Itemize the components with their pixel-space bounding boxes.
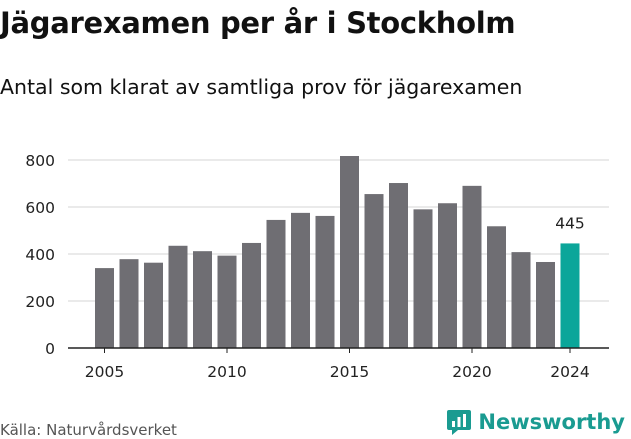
bar	[438, 203, 457, 348]
bar	[340, 156, 359, 348]
bar	[536, 261, 555, 348]
data-label: 445	[555, 214, 585, 232]
y-tick-label: 200	[25, 293, 55, 311]
y-tick-label: 600	[25, 199, 55, 217]
newsworthy-brand: Newsworthy	[446, 408, 625, 436]
x-tick-label: 2020	[452, 363, 491, 381]
bar	[462, 185, 482, 348]
brand-name: Newsworthy	[478, 410, 625, 434]
bar	[193, 251, 212, 348]
x-tick-label: 2015	[330, 363, 369, 381]
y-tick-label: 400	[25, 246, 55, 264]
bar	[119, 259, 139, 348]
x-tick-label: 2024	[550, 363, 589, 381]
bar	[95, 268, 114, 348]
bar	[315, 215, 335, 348]
newsworthy-logo-icon	[447, 410, 472, 435]
y-tick-label: 800	[25, 152, 55, 170]
y-tick-label: 0	[45, 340, 55, 358]
x-tick-label: 2010	[207, 363, 246, 381]
bar	[389, 183, 408, 348]
bar	[144, 262, 163, 348]
bar	[217, 255, 237, 348]
bar-highlight	[560, 243, 580, 348]
bar	[511, 252, 531, 348]
bar	[291, 212, 310, 348]
bar-chart: 0 200 400 600 800 2005 2010 2015 2020 2024 445	[25, 152, 609, 381]
bar	[413, 209, 433, 348]
bar	[364, 194, 384, 348]
chart-title: Jägarexamen per år i Stockholm	[0, 6, 516, 40]
bar	[242, 242, 261, 348]
bar	[487, 226, 506, 348]
bar	[266, 219, 286, 348]
source-note: Källa: Naturvårdsverket	[0, 421, 177, 439]
chart-subtitle: Antal som klarat av samtliga prov för jä…	[0, 75, 523, 99]
bar	[168, 245, 188, 348]
x-tick-label: 2005	[85, 363, 124, 381]
